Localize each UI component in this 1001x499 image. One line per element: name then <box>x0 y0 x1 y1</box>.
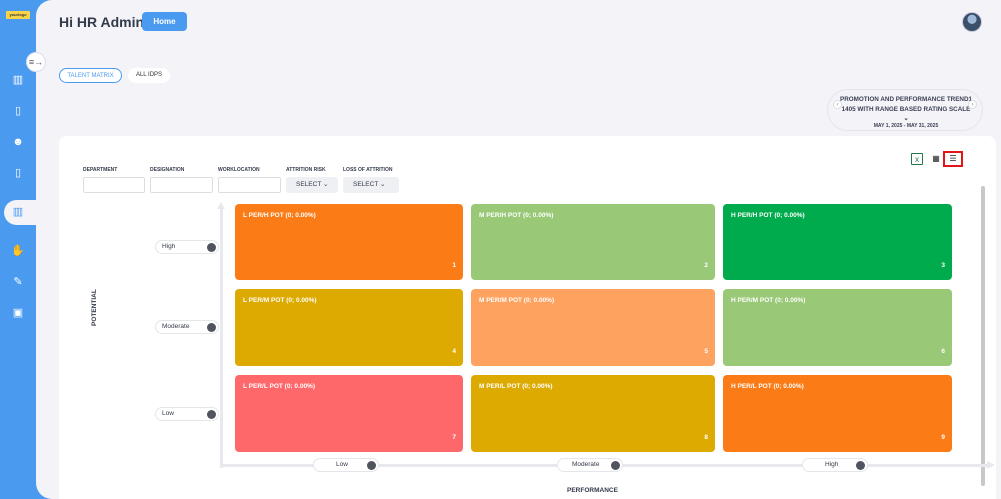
matrix-cell-8[interactable]: M PER/L POT (0; 0.00%) 8 <box>471 375 715 452</box>
talent-matrix-card: DEPARTMENT DESIGNATION WORKLOCATION ATTR… <box>59 136 996 499</box>
designation-label: DESIGNATION <box>150 167 185 173</box>
attrition-risk-select[interactable]: SELECT ⌄ <box>286 177 338 193</box>
chevron-left-icon[interactable]: ‹ <box>833 100 842 109</box>
company-logo: yourlogo <box>6 11 30 19</box>
x-axis-title: PERFORMANCE <box>567 487 618 494</box>
matrix-cell-number: 1 <box>452 262 456 269</box>
tab-all-idps[interactable]: ALL IDPS <box>128 68 170 83</box>
department-label: DEPARTMENT <box>83 167 118 173</box>
matrix-cell-label: M PER/L POT (0; 0.00%) <box>479 383 553 390</box>
loss-of-attrition-select[interactable]: SELECT ⌄ <box>343 177 399 193</box>
matrix-cell-number: 2 <box>704 262 708 269</box>
matrix-cell-label: H PER/L POT (0; 0.00%) <box>731 383 804 390</box>
matrix-cell-label: H PER/M POT (0; 0.00%) <box>731 297 806 304</box>
y-axis-title: POTENTIAL <box>91 289 98 326</box>
designation-input[interactable] <box>150 177 213 193</box>
scrollbar[interactable] <box>981 186 985 486</box>
matrix-cell-3[interactable]: H PER/H POT (0; 0.00%) 3 <box>723 204 952 280</box>
toggle-label: Moderate <box>162 323 190 330</box>
toggle-knob[interactable] <box>207 323 216 332</box>
matrix-cell-6[interactable]: H PER/M POT (0; 0.00%) 6 <box>723 289 952 366</box>
loss-of-attrition-label: LOSS OF ATTRITION <box>343 167 393 173</box>
matrix-cell-number: 5 <box>704 348 708 355</box>
sidebar-collapse-icon[interactable]: ≡→ <box>26 52 46 72</box>
book-open-icon[interactable]: ▯ <box>14 167 22 179</box>
matrix-cell-number: 6 <box>941 348 945 355</box>
matrix-cell-label: L PER/M POT (0; 0.00%) <box>243 297 317 304</box>
document-edit-icon[interactable]: ✎ <box>13 276 23 288</box>
period-selector[interactable]: ‹ PROMOTION AND PERFORMANCE TREND1 1405 … <box>827 89 983 131</box>
matrix-cell-label: M PER/M POT (0; 0.00%) <box>479 297 555 304</box>
toggle-label: Low <box>162 410 174 417</box>
grid-view-icon[interactable]: ▦ <box>932 154 940 163</box>
y-axis-line <box>220 206 223 468</box>
worklocation-input[interactable] <box>218 177 281 193</box>
avatar[interactable] <box>962 12 982 32</box>
worklocation-label: WORKLOCATION <box>218 167 260 173</box>
page-title: Hi HR Admin <box>59 14 145 30</box>
tab-talent-matrix[interactable]: TALENT MATRIX <box>59 68 122 83</box>
x-axis-arrow <box>987 461 995 469</box>
matrix-cell-number: 9 <box>941 434 945 441</box>
matrix-cell-label: L PER/L POT (0; 0.00%) <box>243 383 316 390</box>
bar-chart-icon[interactable]: ▥ <box>12 74 24 86</box>
toggle-knob[interactable] <box>207 410 216 419</box>
chevron-right-icon[interactable]: › <box>968 100 977 109</box>
users-icon[interactable]: ☻ <box>12 136 24 148</box>
list-view-icon[interactable]: ☰ <box>943 151 963 167</box>
excel-export-icon[interactable]: x <box>911 153 923 165</box>
matrix-cell-label: M PER/H POT (0; 0.00%) <box>479 212 554 219</box>
sidebar: yourlogo ▥ ▯ ☻ ▯ ▥ ✋ ✎ ▣ <box>0 0 38 499</box>
toggle-label: Moderate <box>572 461 600 468</box>
matrix-cell-1[interactable]: L PER/H POT (0; 0.00%) 1 <box>235 204 463 280</box>
matrix-cell-5[interactable]: M PER/M POT (0; 0.00%) 5 <box>471 289 715 366</box>
performance-moderate-toggle[interactable]: Moderate <box>557 458 623 472</box>
matrix-cell-number: 8 <box>704 434 708 441</box>
matrix-cell-label: H PER/H POT (0; 0.00%) <box>731 212 805 219</box>
attrition-risk-label: ATTRITION RISK <box>286 167 326 173</box>
potential-moderate-toggle[interactable]: Moderate <box>155 320 219 334</box>
toggle-label: High <box>825 461 839 468</box>
matrix-cell-7[interactable]: L PER/L POT (0; 0.00%) 7 <box>235 375 463 452</box>
toggle-knob[interactable] <box>207 243 216 252</box>
analytics-icon[interactable]: ▥ <box>12 206 24 218</box>
potential-low-toggle[interactable]: Low <box>155 407 219 421</box>
toggle-knob[interactable] <box>367 461 376 470</box>
matrix-cell-number: 3 <box>941 262 945 269</box>
book-icon[interactable]: ▯ <box>14 105 22 117</box>
handshake-icon[interactable]: ✋ <box>11 245 25 257</box>
calendar-icon[interactable]: ▣ <box>12 307 24 319</box>
sidebar-item-active[interactable]: ▥ <box>4 200 38 225</box>
performance-high-toggle[interactable]: High <box>802 458 868 472</box>
toggle-knob[interactable] <box>856 461 865 470</box>
toggle-knob[interactable] <box>611 461 620 470</box>
matrix-cell-number: 4 <box>452 348 456 355</box>
toggle-label: Low <box>336 461 348 468</box>
period-title[interactable]: PROMOTION AND PERFORMANCE TREND1 1405 WI… <box>840 96 973 122</box>
matrix-cell-label: L PER/H POT (0; 0.00%) <box>243 212 316 219</box>
matrix-cell-2[interactable]: M PER/H POT (0; 0.00%) 2 <box>471 204 715 280</box>
matrix-cell-4[interactable]: L PER/M POT (0; 0.00%) 4 <box>235 289 463 366</box>
y-axis-arrow <box>217 202 225 209</box>
department-input[interactable] <box>83 177 145 193</box>
toggle-label: High <box>162 243 176 250</box>
period-date-range: MAY 1, 2025 - MAY 31, 2025 <box>873 123 939 129</box>
performance-low-toggle[interactable]: Low <box>313 458 379 472</box>
main-panel: Hi HR Admin Home TALENT MATRIX ALL IDPS … <box>36 0 1001 499</box>
home-button[interactable]: Home <box>142 12 187 31</box>
potential-high-toggle[interactable]: High <box>155 240 219 254</box>
matrix-cell-9[interactable]: H PER/L POT (0; 0.00%) 9 <box>723 375 952 452</box>
matrix-cell-number: 7 <box>452 434 456 441</box>
